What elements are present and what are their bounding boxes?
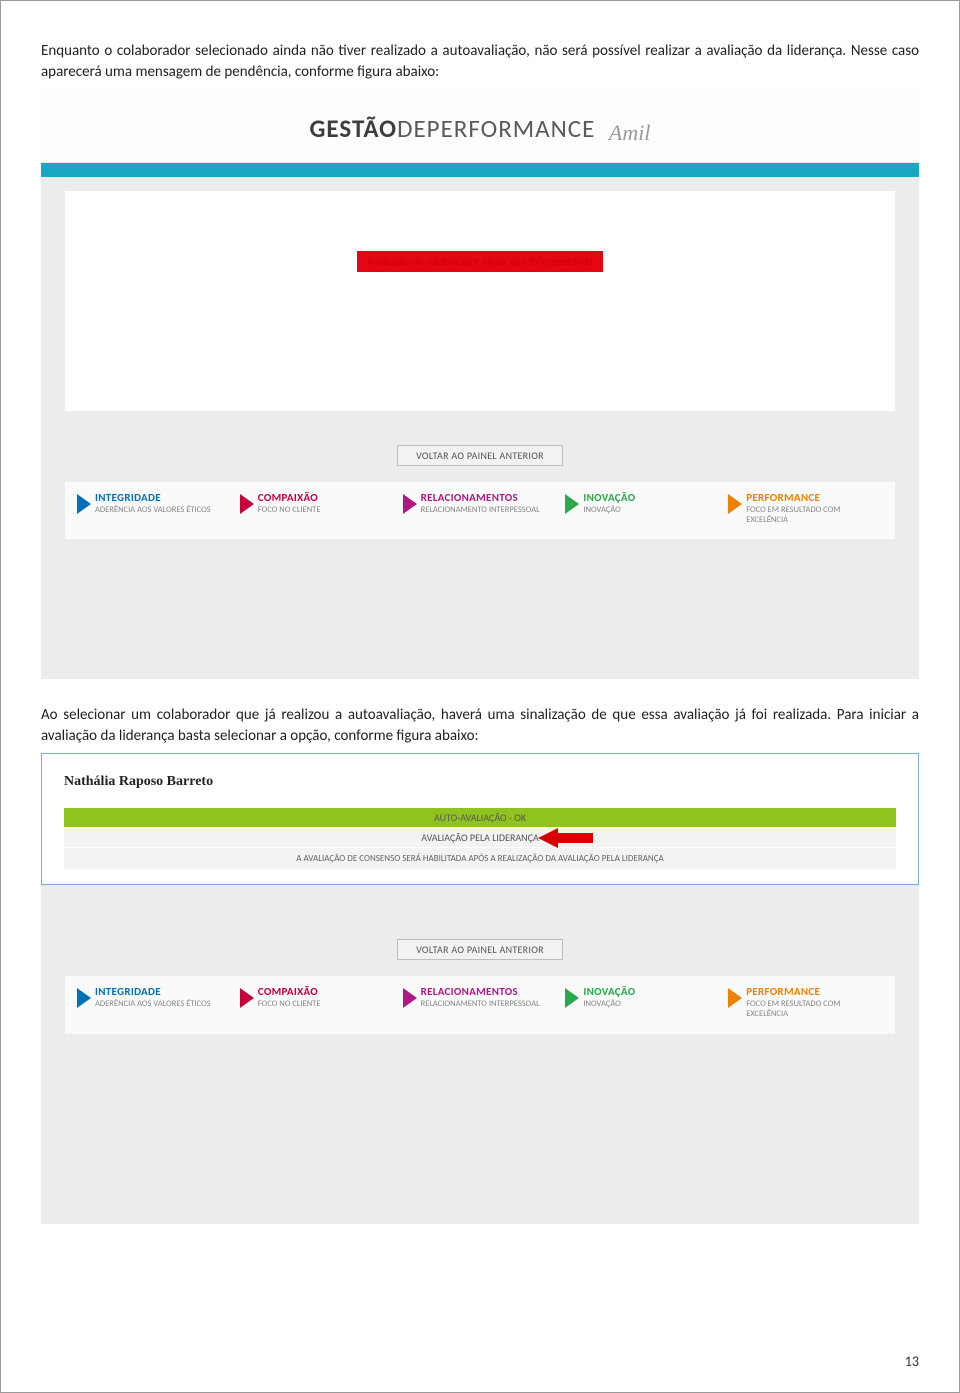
chevron-icon bbox=[403, 988, 417, 1008]
value-subtitle: INOVAÇÃO bbox=[583, 1000, 635, 1010]
grey-spacer-2 bbox=[41, 1034, 919, 1224]
value-title: INTEGRIDADE bbox=[95, 492, 211, 505]
content-panel: Avaliação do colaborador ainda não foi p… bbox=[65, 191, 895, 411]
chevron-icon bbox=[77, 988, 91, 1008]
chevron-icon bbox=[728, 494, 742, 514]
value-title: COMPAIXÃO bbox=[258, 492, 321, 505]
value-subtitle: ADERÊNCIA AOS VALORES ÉTICOS bbox=[95, 1000, 211, 1010]
value-title: INOVAÇÃO bbox=[583, 492, 635, 505]
value-title: PERFORMANCE bbox=[746, 492, 883, 505]
intro-paragraph-2: Ao selecionar um colaborador que já real… bbox=[41, 705, 919, 747]
value-subtitle: ADERÊNCIA AOS VALORES ÉTICOS bbox=[95, 506, 211, 516]
value-subtitle: FOCO EM RESULTADO COM EXCELÊNCIA bbox=[746, 506, 883, 526]
back-button-2[interactable]: VOLTAR AO PAINEL ANTERIOR bbox=[397, 939, 563, 960]
value-item-integridade: INTEGRIDADEADERÊNCIA AOS VALORES ÉTICOS bbox=[73, 492, 236, 525]
value-item-inovação: INOVAÇÃOINOVAÇÃO bbox=[561, 492, 724, 525]
value-subtitle: RELACIONAMENTO INTERPESSOAL bbox=[421, 1000, 540, 1010]
value-item-integridade: INTEGRIDADEADERÊNCIA AOS VALORES ÉTICOS bbox=[73, 986, 236, 1019]
back-button[interactable]: VOLTAR AO PAINEL ANTERIOR bbox=[397, 445, 563, 466]
value-text: INTEGRIDADEADERÊNCIA AOS VALORES ÉTICOS bbox=[95, 986, 211, 1009]
value-item-inovação: INOVAÇÃOINOVAÇÃO bbox=[561, 986, 724, 1019]
value-item-compaixão: COMPAIXÃOFOCO NO CLIENTE bbox=[236, 986, 399, 1019]
app-title-bold: GESTÃO bbox=[310, 113, 398, 144]
status-consensus-note: A AVALIAÇÃO DE CONSENSO SERÁ HABILITADA … bbox=[64, 848, 896, 869]
header-accent-bar bbox=[41, 163, 919, 177]
screenshot-pending: GESTÃODEPERFORMANCE Amil Avaliação do co… bbox=[41, 91, 919, 679]
app-title: GESTÃODEPERFORMANCE bbox=[310, 113, 596, 144]
value-item-performance: PERFORMANCEFOCO EM RESULTADO COM EXCELÊN… bbox=[724, 986, 887, 1019]
app-title-light: DEPERFORMANCE bbox=[397, 113, 595, 144]
value-item-relacionamentos: RELACIONAMENTOSRELACIONAMENTO INTERPESSO… bbox=[399, 986, 562, 1019]
value-text: RELACIONAMENTOSRELACIONAMENTO INTERPESSO… bbox=[421, 986, 540, 1009]
values-strip-2: INTEGRIDADEADERÊNCIA AOS VALORES ÉTICOS C… bbox=[65, 976, 895, 1033]
value-title: PERFORMANCE bbox=[746, 986, 883, 999]
chevron-icon bbox=[565, 494, 579, 514]
chevron-icon bbox=[240, 988, 254, 1008]
chevron-icon bbox=[728, 988, 742, 1008]
screenshot-ready: Nathália Raposo Barreto AUTO-AVALIAÇÃO -… bbox=[41, 753, 919, 1223]
value-text: PERFORMANCEFOCO EM RESULTADO COM EXCELÊN… bbox=[746, 492, 883, 525]
value-subtitle: FOCO EM RESULTADO COM EXCELÊNCIA bbox=[746, 1000, 883, 1020]
employee-name: Nathália Raposo Barreto bbox=[64, 774, 896, 790]
app-header: GESTÃODEPERFORMANCE Amil bbox=[41, 91, 919, 163]
status-leadership-label: AVALIAÇÃO PELA LIDERANÇA bbox=[421, 831, 539, 844]
value-subtitle: INOVAÇÃO bbox=[583, 506, 635, 516]
value-subtitle: RELACIONAMENTO INTERPESSOAL bbox=[421, 506, 540, 516]
chevron-icon bbox=[565, 988, 579, 1008]
chevron-icon bbox=[240, 494, 254, 514]
employee-panel: Nathália Raposo Barreto AUTO-AVALIAÇÃO -… bbox=[41, 753, 919, 885]
value-subtitle: FOCO NO CLIENTE bbox=[258, 506, 321, 516]
value-text: INTEGRIDADEADERÊNCIA AOS VALORES ÉTICOS bbox=[95, 492, 211, 515]
status-leadership-eval[interactable]: AVALIAÇÃO PELA LIDERANÇA bbox=[64, 828, 896, 847]
status-auto-ok[interactable]: AUTO-AVALIAÇÃO - OK bbox=[64, 808, 896, 827]
value-text: COMPAIXÃOFOCO NO CLIENTE bbox=[258, 492, 321, 515]
value-subtitle: FOCO NO CLIENTE bbox=[258, 1000, 321, 1010]
value-item-compaixão: COMPAIXÃOFOCO NO CLIENTE bbox=[236, 492, 399, 525]
chevron-icon bbox=[403, 494, 417, 514]
value-text: INOVAÇÃOINOVAÇÃO bbox=[583, 492, 635, 515]
intro-paragraph-1: Enquanto o colaborador selecionado ainda… bbox=[41, 41, 919, 83]
error-message: Avaliação do colaborador ainda não foi p… bbox=[357, 251, 603, 272]
page-number: 13 bbox=[905, 1353, 919, 1370]
brand-logo: Amil bbox=[609, 120, 651, 146]
value-text: PERFORMANCEFOCO EM RESULTADO COM EXCELÊN… bbox=[746, 986, 883, 1019]
value-item-performance: PERFORMANCEFOCO EM RESULTADO COM EXCELÊN… bbox=[724, 492, 887, 525]
value-title: INTEGRIDADE bbox=[95, 986, 211, 999]
value-text: INOVAÇÃOINOVAÇÃO bbox=[583, 986, 635, 1009]
chevron-icon bbox=[77, 494, 91, 514]
value-text: RELACIONAMENTOSRELACIONAMENTO INTERPESSO… bbox=[421, 492, 540, 515]
values-strip: INTEGRIDADEADERÊNCIA AOS VALORES ÉTICOS C… bbox=[65, 482, 895, 539]
value-item-relacionamentos: RELACIONAMENTOSRELACIONAMENTO INTERPESSO… bbox=[399, 492, 562, 525]
value-text: COMPAIXÃOFOCO NO CLIENTE bbox=[258, 986, 321, 1009]
value-title: COMPAIXÃO bbox=[258, 986, 321, 999]
value-title: RELACIONAMENTOS bbox=[421, 492, 540, 505]
value-title: RELACIONAMENTOS bbox=[421, 986, 540, 999]
grey-spacer bbox=[41, 559, 919, 679]
value-title: INOVAÇÃO bbox=[583, 986, 635, 999]
pointer-arrow-icon bbox=[538, 828, 593, 848]
